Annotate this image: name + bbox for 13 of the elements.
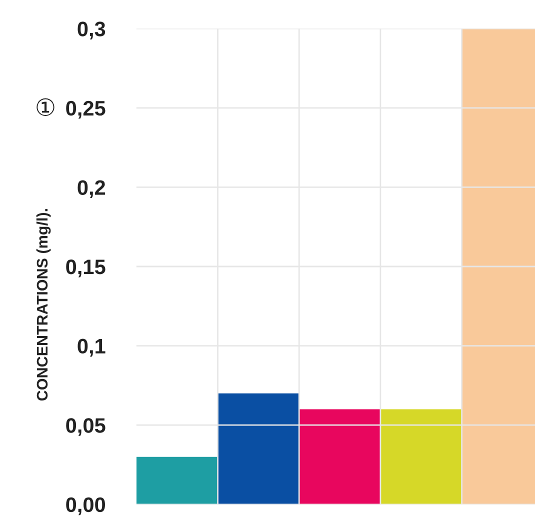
bar <box>136 456 218 504</box>
bar <box>218 393 300 504</box>
bar <box>299 409 380 504</box>
text: ① <box>36 98 54 116</box>
y-tick-label: 0,15 <box>66 260 106 278</box>
y-tick-label: 0,2 <box>78 180 106 198</box>
y-tick-label: 0,00 <box>66 497 106 516</box>
y-tick-label: 0,25 <box>66 100 106 119</box>
bar <box>380 409 462 504</box>
y-axis-title: CONCENTRATIONS (mg/l). <box>36 209 51 401</box>
y-tick-label: 0,1 <box>78 338 106 357</box>
y-tick-label: 0,3 <box>78 22 106 40</box>
y-tick-label: 0,05 <box>66 418 106 436</box>
